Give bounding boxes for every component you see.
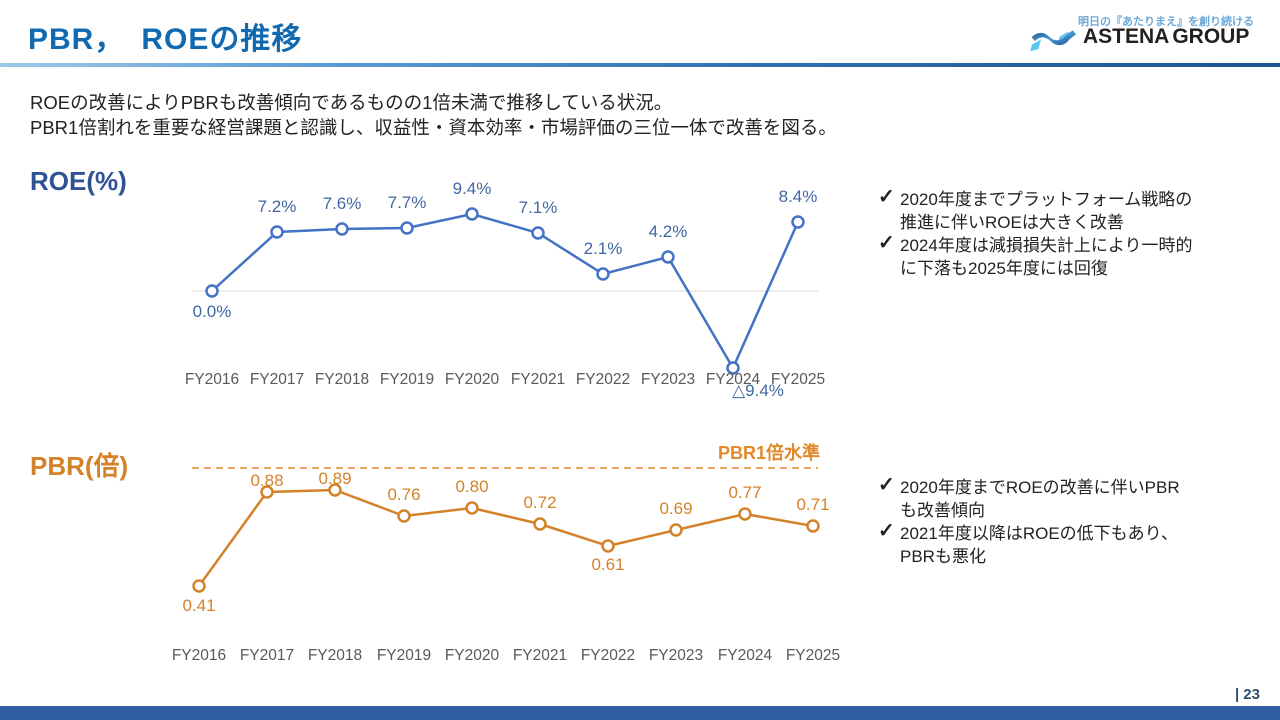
svg-text:FY2016: FY2016 <box>172 647 226 664</box>
svg-text:0.71: 0.71 <box>796 495 829 514</box>
svg-text:0.89: 0.89 <box>318 469 351 488</box>
svg-text:FY2018: FY2018 <box>308 647 362 664</box>
svg-text:PBR1倍水準: PBR1倍水準 <box>718 442 820 463</box>
svg-text:FY2021: FY2021 <box>513 647 567 664</box>
svg-text:FY2025: FY2025 <box>786 647 840 664</box>
svg-text:0.69: 0.69 <box>659 499 692 518</box>
svg-text:0.88: 0.88 <box>250 471 283 490</box>
svg-text:FY2024: FY2024 <box>718 647 773 664</box>
svg-text:FY2017: FY2017 <box>240 647 294 664</box>
svg-text:FY2020: FY2020 <box>445 647 500 664</box>
svg-text:0.76: 0.76 <box>387 485 420 504</box>
svg-text:FY2019: FY2019 <box>377 647 431 664</box>
svg-text:0.41: 0.41 <box>182 596 215 615</box>
svg-text:0.77: 0.77 <box>728 483 761 502</box>
svg-text:FY2023: FY2023 <box>649 647 703 664</box>
svg-text:FY2022: FY2022 <box>581 647 635 664</box>
svg-text:0.61: 0.61 <box>591 555 624 574</box>
svg-text:0.72: 0.72 <box>523 493 556 512</box>
svg-text:0.80: 0.80 <box>455 477 488 496</box>
